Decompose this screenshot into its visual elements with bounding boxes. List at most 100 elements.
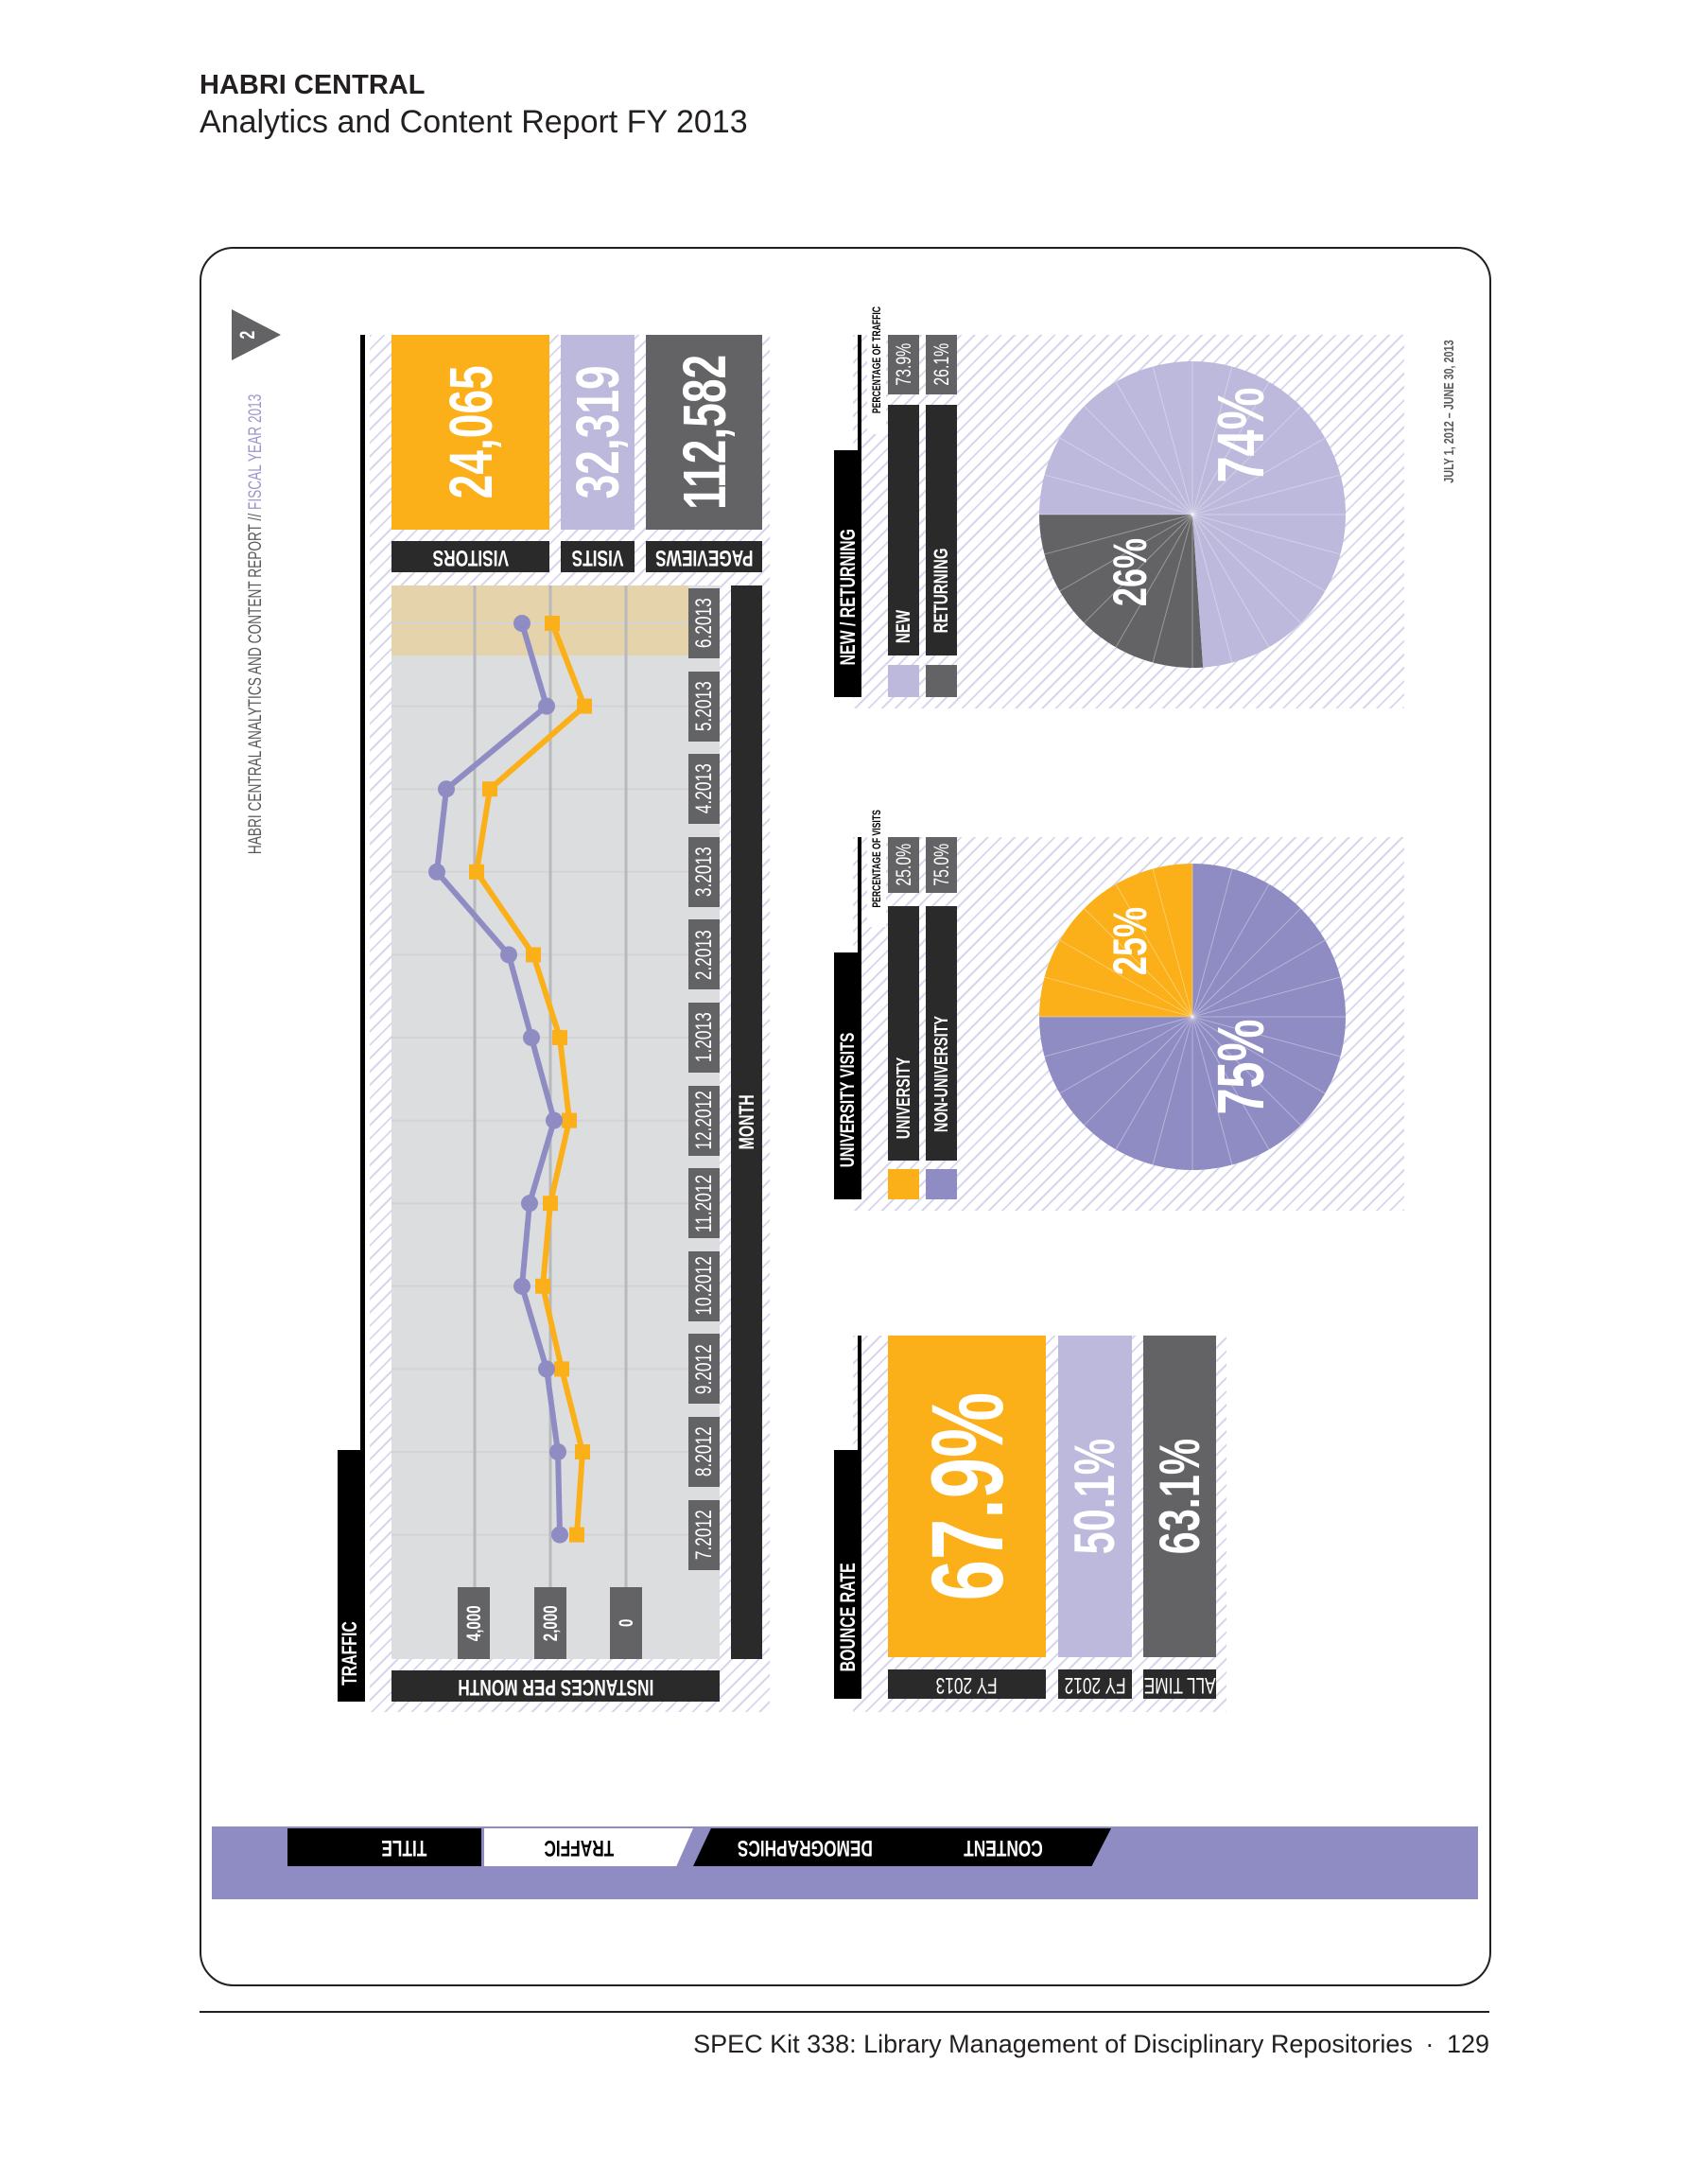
month-label-box: 11.2012: [688, 1168, 720, 1239]
series-0-point: [526, 947, 541, 963]
pie-spoke: [1059, 514, 1193, 592]
date-range: JULY 1, 2012 – JUNE 30, 2013: [1441, 340, 1457, 483]
month-label: 8.2012: [690, 1426, 717, 1477]
series-line-1: [434, 622, 563, 1535]
bounce-alltime-value: 63.1%: [1147, 1438, 1211, 1555]
series-0-point: [575, 1444, 590, 1459]
pageviews-total: 112,582: [670, 354, 739, 511]
month-label-box: 1.2013: [688, 1003, 720, 1073]
infographic-card: [200, 247, 1491, 1986]
pie-spoke: [1191, 1016, 1270, 1150]
visitors-total: 24,065: [436, 365, 505, 499]
bounce-fy2013-value: 67.9%: [909, 1391, 1024, 1601]
returning-percent: 26.1%: [929, 343, 953, 386]
month-label: 7.2012: [690, 1510, 717, 1561]
tab-content[interactable]: CONTENT: [896, 1828, 1111, 1866]
university-percent: 25.0%: [891, 844, 915, 886]
pie-slice-non-university: [1039, 864, 1346, 1170]
report-title: HABRI CENTRAL: [200, 70, 426, 100]
pie-spoke: [1191, 976, 1341, 1018]
non-university-percent: 75.0%: [929, 844, 953, 886]
pie-spoke: [1191, 868, 1233, 1018]
non-university-label: NON-UNIVERSITY: [930, 1015, 952, 1133]
series-1-point: [513, 615, 530, 632]
pie-spoke: [1044, 514, 1193, 555]
new-returning-pie: [1039, 361, 1346, 668]
pie-spoke: [1191, 1016, 1301, 1126]
non-university-pie-label: 75%: [1204, 1019, 1278, 1115]
pie-spoke: [1059, 437, 1193, 515]
visitors-label: VISITORS: [432, 544, 509, 570]
pie-slice-new: [1039, 361, 1346, 668]
footer-rule: [200, 2011, 1489, 2013]
month-label: 9.2012: [690, 1343, 717, 1394]
month-label-box: 2.2013: [688, 919, 720, 990]
bounce-title: BOUNCE RATE: [835, 1563, 860, 1672]
report-subtitle: Analytics and Content Report FY 2013: [200, 104, 748, 140]
month-label-box: 5.2013: [688, 671, 720, 742]
visits-label: VISITS: [571, 544, 624, 570]
tab-title[interactable]: TITLE: [287, 1828, 481, 1866]
pie-spoke: [1191, 437, 1326, 515]
pie-slice-returning: [1039, 515, 1204, 668]
page-marker-triangle: [232, 309, 281, 360]
university-pie: [1039, 864, 1346, 1170]
pie-spoke: [1084, 514, 1193, 623]
series-line-0: [474, 621, 587, 1535]
pie-spoke: [1191, 381, 1270, 515]
pie-spoke: [1115, 1016, 1193, 1150]
non-university-swatch: [926, 1169, 957, 1199]
series-1-point: [521, 1195, 538, 1213]
pie-spoke: [1044, 474, 1193, 515]
series-1-point: [428, 863, 445, 881]
pie-spoke: [1115, 883, 1193, 1018]
report-name-text: HABRI CENTRAL ANALYTICS AND CONTENT REPO…: [246, 510, 266, 855]
y-tick-0: 0: [615, 1618, 637, 1628]
y-axis-label: INSTANCES PER MONTH: [457, 1673, 654, 1700]
pie-spoke: [1115, 381, 1193, 515]
pie-spoke: [1044, 976, 1193, 1018]
pie-spoke: [1191, 474, 1341, 515]
tab-demographics[interactable]: DEMOGRAPHICS: [693, 1828, 916, 1866]
page-number: 129: [1446, 2030, 1489, 2058]
series-1-point: [551, 1526, 568, 1544]
line-chart: [391, 585, 688, 1659]
university-swatch: [888, 1169, 919, 1199]
pie-spoke: [1191, 939, 1326, 1018]
visits-total: 32,319: [564, 365, 632, 499]
bounce-fy2012-label: FY 2012: [1064, 1671, 1126, 1698]
series-0-point: [482, 781, 497, 797]
pie-spoke: [1191, 514, 1233, 663]
footer-text: SPEC Kit 338: Library Management of Disc…: [693, 2030, 1413, 2058]
tab-traffic-label: TRAFFIC: [544, 1835, 615, 1861]
pie-spoke: [1152, 1016, 1193, 1165]
pie-spoke: [1115, 514, 1193, 648]
traffic-rule: [360, 335, 365, 1451]
pie-spoke: [1191, 514, 1326, 592]
pie-spoke: [1152, 514, 1193, 663]
new-returning-title: NEW / RETURNING: [835, 528, 860, 665]
series-0-point: [569, 1527, 584, 1543]
fiscal-year-text: FISCAL YEAR 2013: [246, 393, 266, 511]
pie-spoke: [1191, 406, 1301, 515]
tab-title-label: TITLE: [381, 1835, 427, 1861]
month-label: 1.2013: [690, 1012, 717, 1063]
tab-demographics-label: DEMOGRAPHICS: [737, 1835, 873, 1861]
series-1-point: [513, 1277, 530, 1295]
university-label: UNIVERSITY: [893, 1057, 914, 1140]
series-0-point: [562, 1112, 577, 1128]
tab-traffic[interactable]: TRAFFIC: [484, 1828, 693, 1866]
pie-spoke: [1191, 514, 1301, 623]
series-0-point: [554, 1361, 569, 1377]
returning-pie-label: 26%: [1104, 537, 1157, 607]
pie-spoke: [1191, 366, 1233, 515]
university-pie-label: 25%: [1104, 906, 1157, 976]
pie-spoke: [1084, 908, 1193, 1018]
series-1-point: [500, 946, 517, 964]
pie-spoke: [1191, 1016, 1233, 1165]
highlight-band: [391, 585, 688, 655]
month-label: 10.2012: [690, 1256, 717, 1317]
series-1-point: [538, 1360, 555, 1378]
month-label-box: 12.2012: [688, 1085, 720, 1156]
series-0-point: [535, 1278, 550, 1294]
